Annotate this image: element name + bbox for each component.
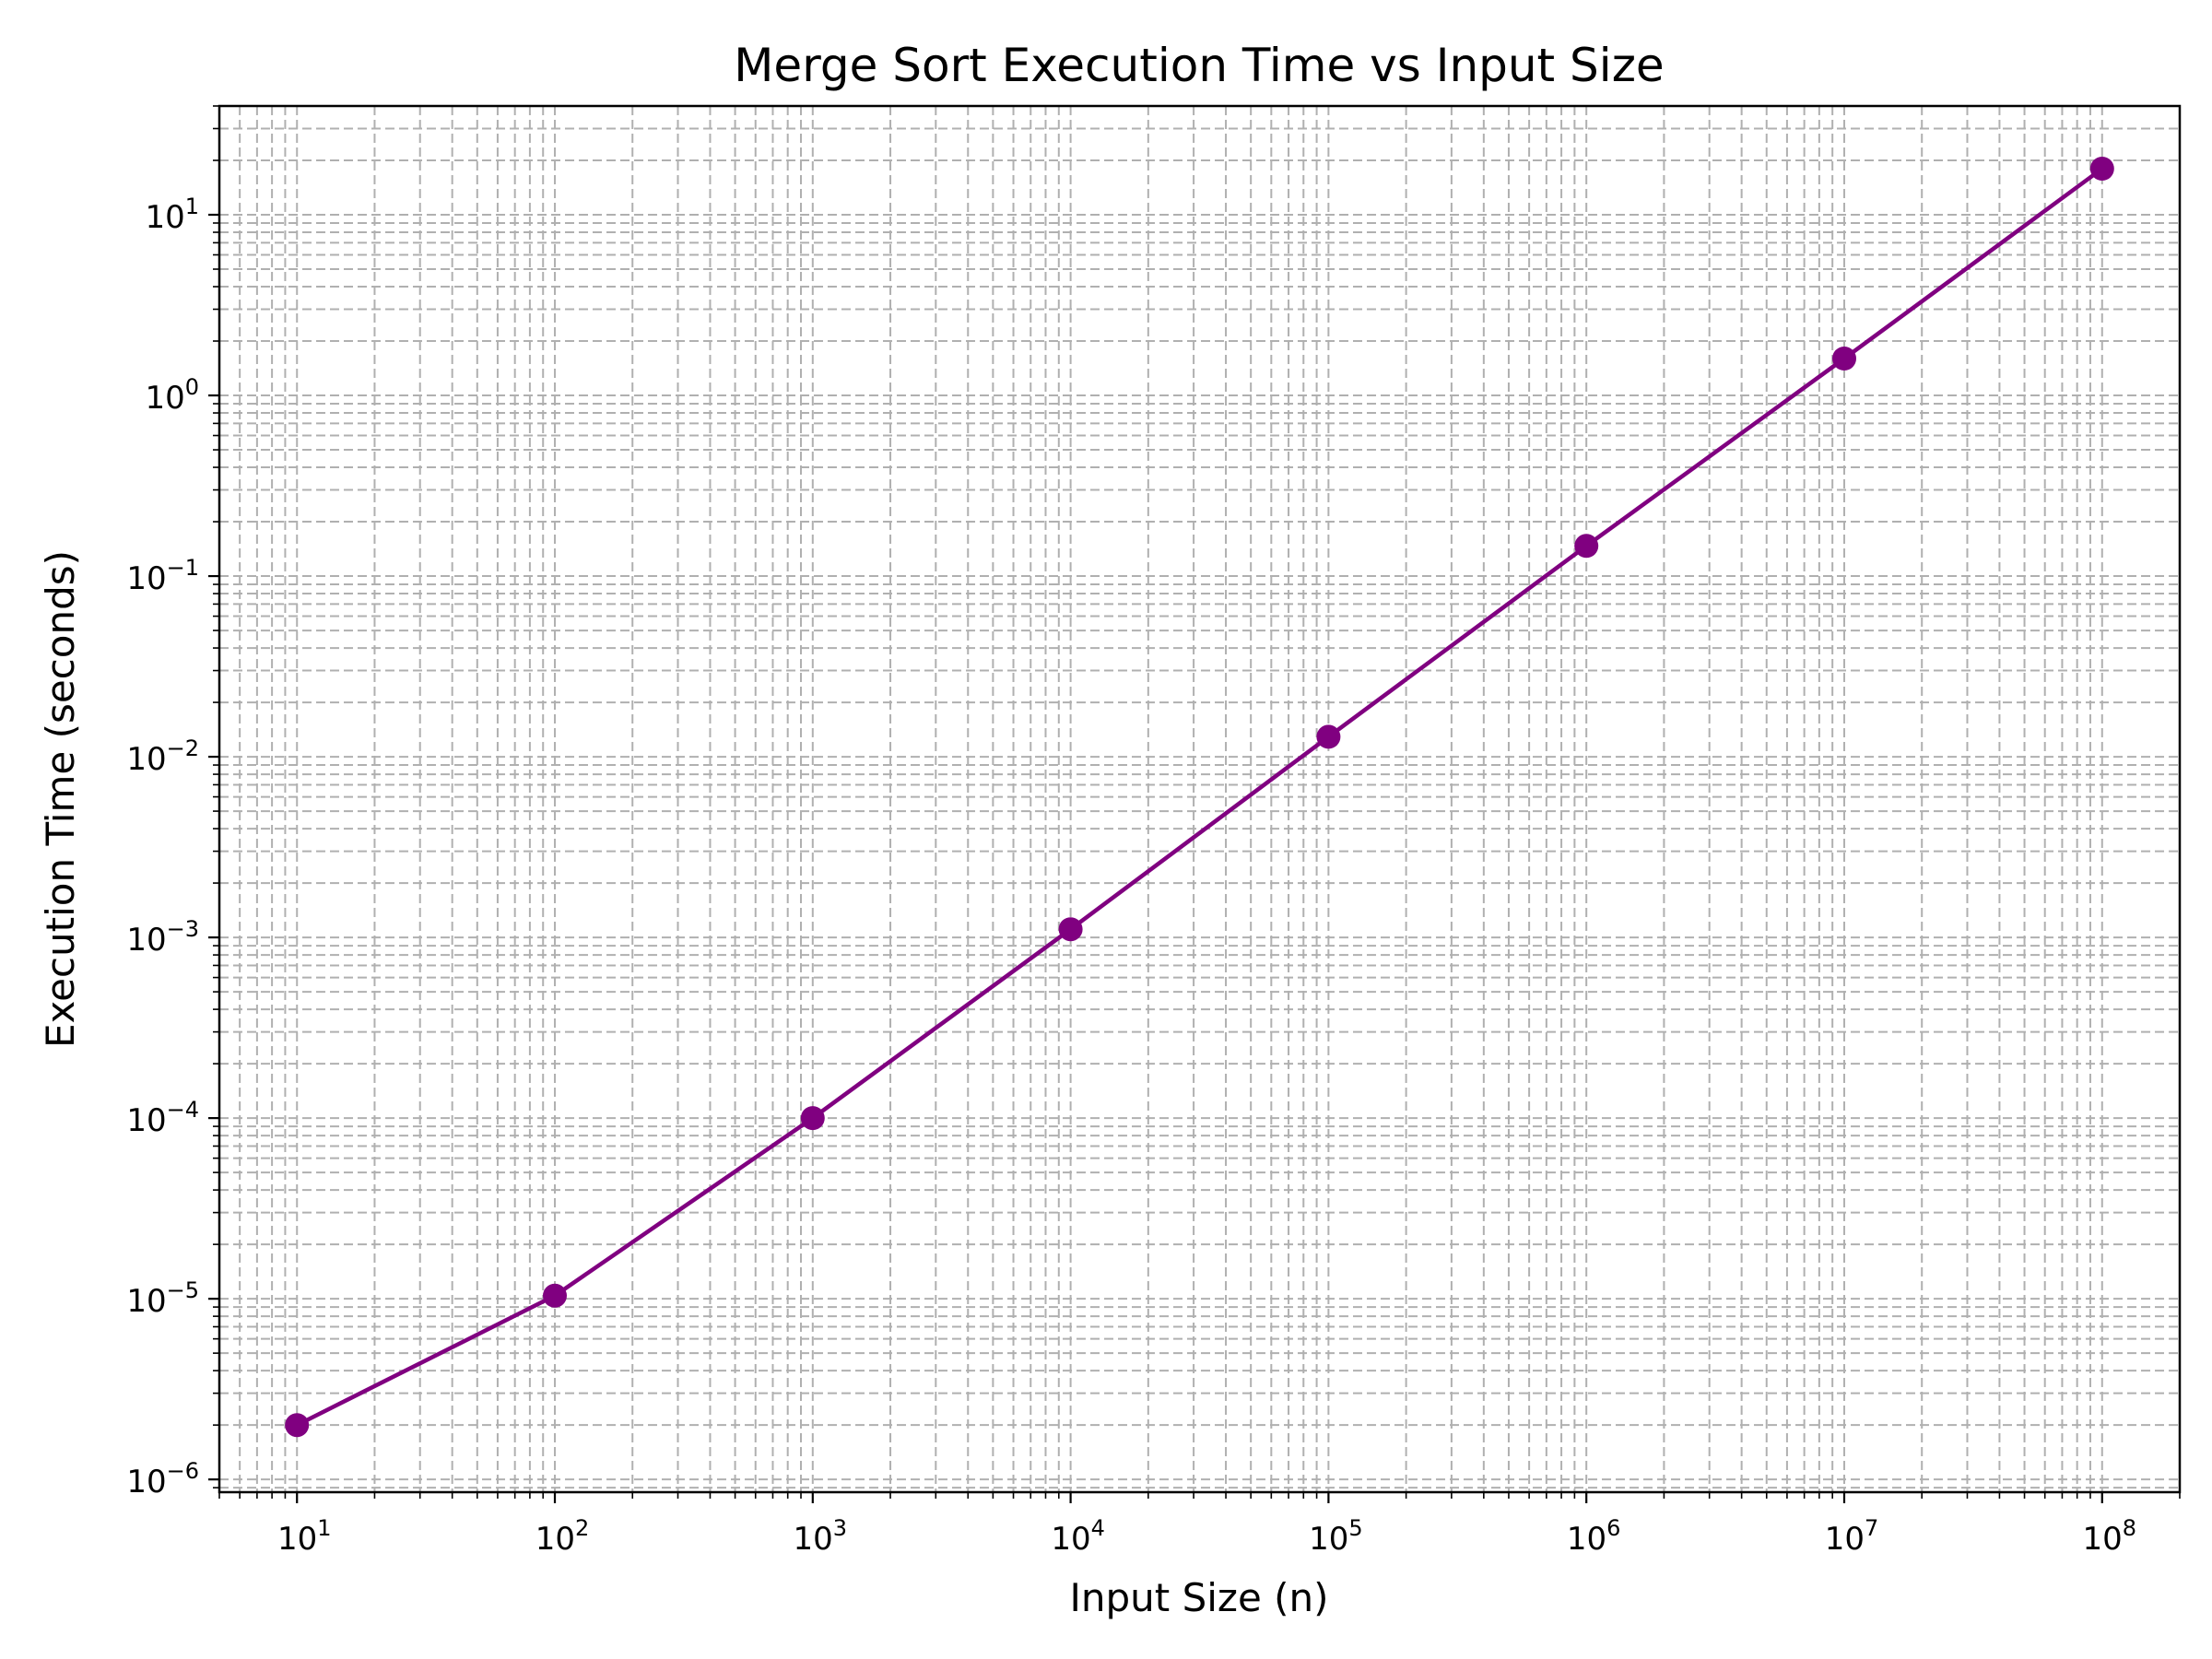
data-point xyxy=(2089,157,2114,181)
tick-label-exponent: −1 xyxy=(167,555,199,581)
x-tick-label: 103 xyxy=(794,1515,848,1558)
x-tick-label: 108 xyxy=(2083,1515,2137,1558)
tick-label-exponent: 4 xyxy=(1091,1515,1105,1541)
tick-label-base: 10 xyxy=(794,1521,833,1558)
tick-label-base: 10 xyxy=(126,1102,166,1139)
ticks: 101 102 103 104 105 106 107 10810−610−510−410−3… xyxy=(126,105,2181,1558)
data-point xyxy=(1316,724,1341,749)
tick-label-exponent: 0 xyxy=(185,374,199,400)
tick-label-exponent: −4 xyxy=(167,1097,199,1123)
tick-label-base: 10 xyxy=(126,1464,166,1500)
tick-label-exponent: 1 xyxy=(185,194,199,219)
tick-label-exponent: −2 xyxy=(167,735,199,761)
y-tick-label: 10−1 xyxy=(126,555,199,597)
y-tick-label: 10−6 xyxy=(126,1458,199,1500)
y-axis-label: Execution Time (seconds) xyxy=(38,550,83,1048)
y-tick-label: 10−2 xyxy=(126,735,199,778)
tick-label-base: 10 xyxy=(2083,1521,2123,1558)
tick-label-base: 10 xyxy=(1825,1521,1865,1558)
tick-label-exponent: 6 xyxy=(1606,1515,1620,1541)
series xyxy=(285,157,2114,1438)
tick-label-base: 10 xyxy=(535,1521,575,1558)
series-line xyxy=(294,166,2105,1428)
tick-label-base: 10 xyxy=(145,380,184,417)
chart-title: Merge Sort Execution Time vs Input Size xyxy=(734,39,1664,92)
x-axis-label: Input Size (n) xyxy=(1069,1575,1328,1620)
tick-label-base: 10 xyxy=(126,560,166,597)
grid xyxy=(218,105,2181,1492)
tick-label-base: 10 xyxy=(126,1283,166,1320)
tick-label-exponent: 5 xyxy=(1348,1515,1362,1541)
x-tick-label: 102 xyxy=(535,1515,590,1558)
tick-label-base: 10 xyxy=(1567,1521,1606,1558)
tick-label-base: 10 xyxy=(1309,1521,1348,1558)
tick-label-exponent: −6 xyxy=(167,1458,199,1484)
tick-label-exponent: −5 xyxy=(167,1277,199,1303)
tick-label-exponent: 8 xyxy=(2123,1515,2136,1541)
tick-label-base: 10 xyxy=(126,741,166,778)
x-tick-label: 106 xyxy=(1567,1515,1621,1558)
tick-label-exponent: 3 xyxy=(833,1515,847,1541)
data-point xyxy=(543,1283,567,1308)
tick-label-base: 10 xyxy=(1051,1521,1090,1558)
data-point xyxy=(800,1106,825,1131)
x-tick-label: 107 xyxy=(1825,1515,1879,1558)
y-tick-label: 10−5 xyxy=(126,1277,199,1320)
data-point xyxy=(1832,347,1856,371)
tick-label-exponent: −3 xyxy=(167,916,199,942)
data-point xyxy=(285,1413,310,1438)
tick-label-base: 10 xyxy=(126,922,166,959)
tick-label-exponent: 2 xyxy=(575,1515,589,1541)
x-tick-label: 105 xyxy=(1309,1515,1363,1558)
tick-label-base: 10 xyxy=(277,1521,317,1558)
tick-label-base: 10 xyxy=(145,199,184,236)
y-tick-label: 10−3 xyxy=(126,916,199,959)
y-tick-label: 101 xyxy=(145,194,199,236)
x-tick-label: 101 xyxy=(277,1515,332,1558)
tick-label-exponent: 1 xyxy=(317,1515,331,1541)
x-tick-label: 104 xyxy=(1051,1515,1105,1558)
y-tick-label: 100 xyxy=(145,374,199,417)
y-tick-label: 10−4 xyxy=(126,1097,199,1139)
data-point xyxy=(1574,534,1599,559)
tick-label-exponent: 7 xyxy=(1865,1515,1878,1541)
data-point xyxy=(1058,917,1083,942)
axes-frame xyxy=(218,104,2182,1494)
